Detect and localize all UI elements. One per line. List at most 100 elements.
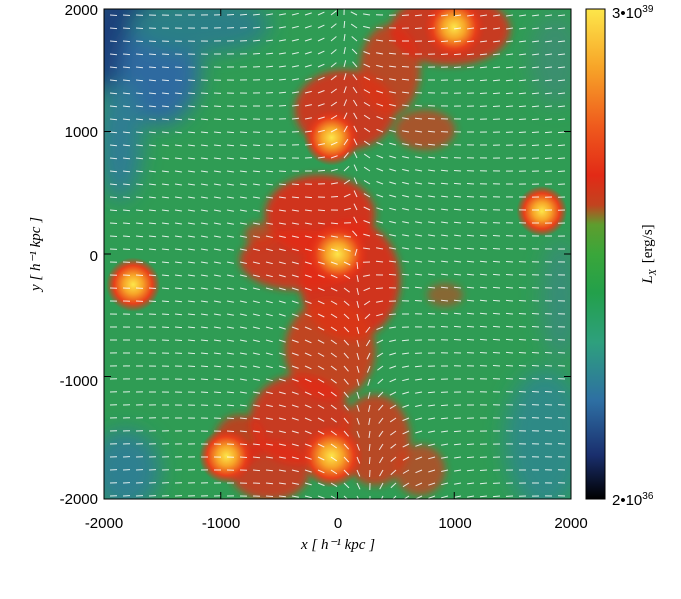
velocity-arrow [376,339,384,344]
velocity-arrow [343,482,350,489]
velocity-arrow [518,378,527,380]
velocity-arrow [317,326,325,331]
velocity-arrow [135,183,144,186]
velocity-arrow [505,66,514,69]
velocity-arrow [557,92,566,95]
velocity-arrow [415,404,423,407]
velocity-arrow [479,299,488,302]
velocity-arrow [187,261,195,264]
velocity-arrow [291,430,299,434]
velocity-arrow [330,313,338,319]
velocity-arrow [453,299,462,302]
velocity-arrow [330,469,338,475]
velocity-arrow [531,326,540,328]
velocity-arrow [467,14,475,17]
velocity-arrow [174,339,183,341]
velocity-arrow [200,339,209,342]
velocity-arrow [453,286,462,289]
velocity-arrow [428,195,436,198]
velocity-arrow [505,105,514,108]
velocity-arrow [265,287,273,291]
velocity-arrow [161,53,170,55]
velocity-arrow [356,352,360,360]
velocity-arrow [148,53,157,56]
velocity-arrow [545,14,553,17]
velocity-arrow [415,456,423,460]
cool-regions [104,9,571,499]
velocity-arrow [200,170,208,173]
velocity-arrow [330,49,337,55]
velocity-arrow [428,443,436,447]
velocity-arrow [356,287,359,295]
velocity-arrow [135,235,144,238]
velocity-arrow [356,274,359,282]
velocity-arrow [531,118,540,121]
velocity-arrow [161,261,170,264]
velocity-arrow [317,50,325,55]
velocity-arrow [252,13,260,16]
velocity-arrow [304,261,312,265]
velocity-arrow [109,183,118,186]
velocity-arrow [415,273,423,276]
velocity-arrow [519,53,527,56]
velocity-arrow [343,495,349,499]
velocity-arrow [291,469,299,473]
velocity-arrow [492,66,501,69]
velocity-arrow [453,273,462,276]
velocity-arrow [109,27,118,30]
velocity-arrow [466,299,475,302]
velocity-arrow [428,417,436,420]
velocity-arrow [415,378,423,381]
velocity-arrow [148,274,157,277]
velocity-arrow [505,118,514,120]
velocity-arrow [317,11,325,16]
x-tick-label: 1000 [438,515,471,532]
velocity-vector-field [109,9,566,499]
velocity-arrow [226,339,234,342]
velocity-arrow [363,38,371,42]
velocity-arrow [389,220,397,224]
velocity-arrow [213,248,221,251]
velocity-arrow [291,274,299,278]
velocity-arrow [479,352,488,354]
velocity-arrow [239,157,248,160]
velocity-arrow [440,53,449,55]
velocity-arrow [367,378,371,386]
velocity-arrow [304,456,312,460]
velocity-arrow [304,482,312,486]
velocity-arrow [557,53,566,56]
velocity-arrow [531,391,540,393]
velocity-arrow [389,339,397,342]
velocity-arrow [304,196,313,199]
velocity-arrow [239,378,247,381]
velocity-arrow [343,378,349,385]
velocity-arrow [519,40,527,43]
velocity-arrow [557,79,566,82]
velocity-arrow [467,27,475,30]
velocity-arrow [428,495,436,499]
velocity-arrow [363,247,371,250]
velocity-arrow [252,456,261,459]
velocity-arrow [402,417,410,422]
velocity-arrow [304,209,312,212]
velocity-arrow [304,300,312,304]
velocity-arrow [363,140,371,146]
velocity-arrow [480,27,488,30]
velocity-arrow [389,78,397,81]
velocity-arrow [304,287,312,291]
velocity-arrow [415,234,423,237]
velocity-arrow [453,53,462,56]
velocity-arrow [278,183,287,186]
bright-source [300,424,364,488]
velocity-arrow [265,209,273,212]
velocity-arrow [148,261,157,264]
velocity-arrow [376,247,384,250]
velocity-arrow [239,417,247,420]
colorbar-label-unit: [erg/s] [640,224,656,263]
velocity-arrow [161,326,170,328]
velocity-arrow [356,339,360,347]
velocity-arrow [440,417,449,420]
velocity-arrow [518,118,527,120]
velocity-arrow [402,221,410,224]
velocity-arrow [252,287,260,291]
